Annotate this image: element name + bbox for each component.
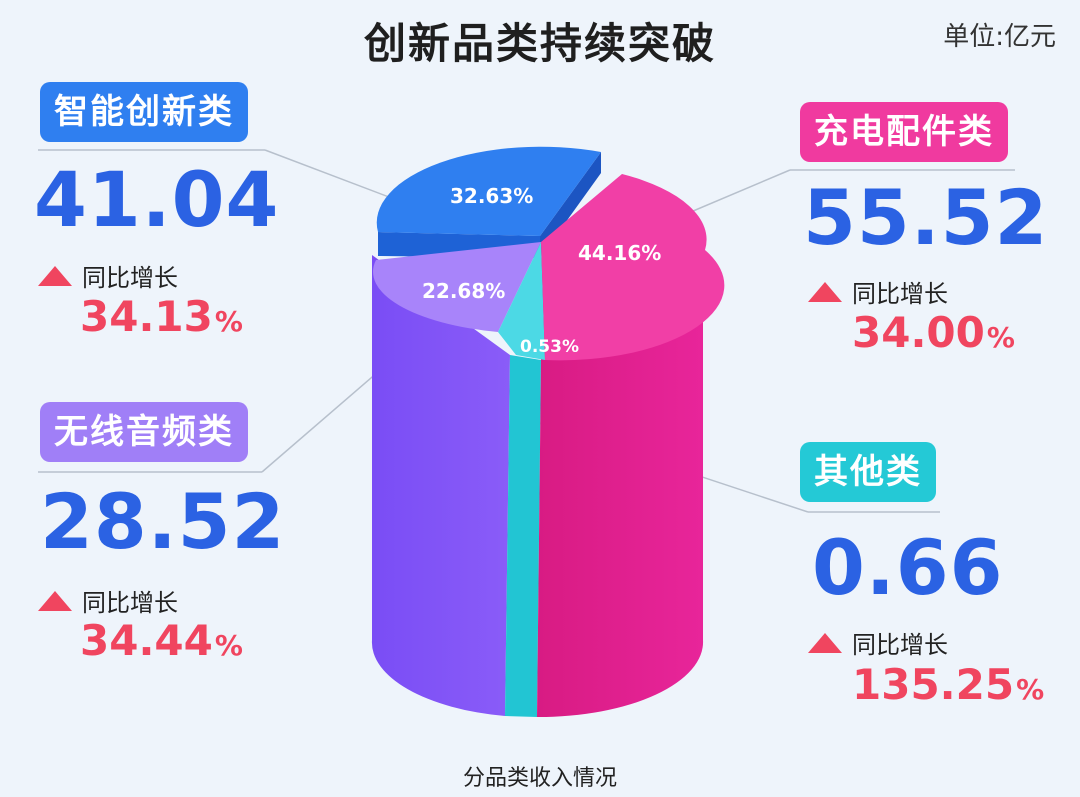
- category-tag-smart: 智能创新类: [40, 82, 248, 142]
- slice-label-audio: 22.68%: [422, 279, 505, 303]
- growth-other: 135.25%: [852, 660, 1045, 709]
- category-tag-audio: 无线音频类: [40, 402, 248, 462]
- value-audio: 28.52: [40, 477, 286, 566]
- slice-label-smart: 32.63%: [450, 184, 533, 208]
- growth-smart: 34.13%: [80, 292, 243, 341]
- growth-audio: 34.44%: [80, 616, 243, 665]
- category-tag-charging: 充电配件类: [800, 102, 1008, 162]
- slice-label-charging: 44.16%: [578, 241, 661, 265]
- unit-label: 单位:亿元: [943, 22, 1056, 52]
- slice-label-other: 0.53%: [520, 337, 579, 357]
- up-triangle-icon: [38, 591, 72, 611]
- pie-slice-audio: [373, 242, 541, 332]
- cylinder-side-other: [505, 355, 541, 717]
- value-other: 0.66: [812, 523, 1004, 612]
- chart-title: 创新品类持续突破: [363, 19, 716, 68]
- up-triangle-icon: [808, 633, 842, 653]
- value-smart: 41.04: [34, 155, 280, 244]
- value-charging: 55.52: [803, 173, 1049, 262]
- growth-label-charging: 同比增长: [808, 274, 948, 309]
- leader-line-smart-2: [264, 149, 411, 206]
- pie-slice-charging: [541, 174, 725, 361]
- growth-label-other: 同比增长: [808, 625, 948, 660]
- pie-slice-smart: [376, 146, 601, 236]
- growth-label-smart: 同比增长: [38, 258, 178, 293]
- cylinder-side-audio: [371, 255, 510, 716]
- category-tag-other: 其他类: [800, 442, 936, 502]
- up-triangle-icon: [38, 266, 72, 286]
- growth-charging: 34.00%: [852, 308, 1015, 357]
- up-triangle-icon: [808, 282, 842, 302]
- pie-slice-other: [498, 242, 545, 360]
- chart-subtitle: 分品类收入情况: [462, 766, 617, 791]
- growth-label-audio: 同比增长: [38, 583, 178, 618]
- cylinder-side-charging: [537, 242, 704, 718]
